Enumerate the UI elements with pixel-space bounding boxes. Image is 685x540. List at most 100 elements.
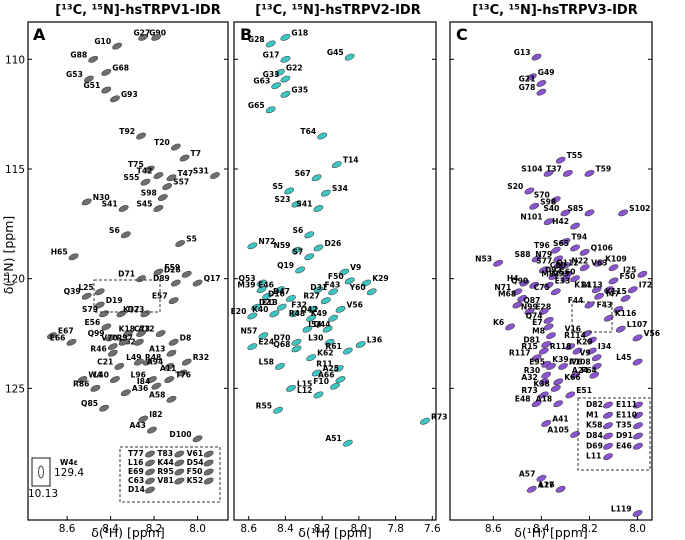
panel-a-peak-label: T7 — [191, 149, 201, 158]
panel-b-peak — [273, 406, 283, 414]
panel-b-peak — [366, 288, 377, 296]
panel-b-peak-label: K49 — [311, 309, 327, 318]
panel-b-peak-label: R73 — [431, 412, 447, 421]
panel-c-peak — [603, 286, 614, 294]
panel-b-peak — [271, 82, 282, 90]
panel-a-peak — [138, 415, 149, 423]
panel-c-peak — [538, 347, 549, 355]
panel-a-peak — [123, 330, 133, 337]
panel-c-peak — [512, 301, 523, 309]
panel-c-peak — [560, 237, 571, 245]
panel-c-peak — [524, 308, 535, 316]
panel-a-xtick-label: 8.4 — [102, 523, 119, 535]
panel-a-peak-label: I82 — [149, 410, 162, 419]
panel-a-peak-label: K18 — [119, 325, 135, 334]
panel-c-peak-label: K14 — [574, 281, 590, 290]
panel-b-peak — [311, 174, 322, 182]
panel-b-peak-label: D31 — [310, 283, 327, 292]
panel-c-zoom-box — [571, 301, 613, 333]
panel-a-peak-label: R97 — [116, 333, 132, 342]
panel-c-peak — [560, 262, 571, 269]
panel-c-inset-peak — [603, 442, 613, 450]
panel-b-xtick-label: 8.2 — [314, 523, 331, 535]
panel-c-peak — [560, 209, 571, 217]
panel-a-peak-label: R86 — [73, 379, 89, 388]
panel-c-peak-label: L119 — [611, 504, 632, 513]
panel-b-peak — [280, 75, 291, 83]
panel-c-peak — [541, 341, 552, 348]
panel-a-peak — [168, 338, 179, 346]
panel-c-peak-label: L107 — [627, 320, 648, 329]
panel-a-peak — [47, 332, 57, 340]
panel-a-peak — [153, 205, 164, 212]
panel-a-peak — [147, 376, 157, 384]
panel-a-peak-label: A43 — [129, 421, 145, 430]
panel-c-inset-peak — [603, 432, 613, 440]
panel-c-peak — [591, 354, 602, 362]
panel-c-inset-box — [577, 397, 651, 471]
panel-b-letter: B — [240, 25, 252, 44]
panel-b-peak — [306, 354, 317, 362]
panel-c-peak-label: A108 — [569, 357, 591, 366]
panel-c-peak — [538, 378, 549, 386]
panel-b-peak — [304, 253, 315, 261]
panel-b-peak — [280, 55, 291, 63]
panel-c-x-axis-label: δ(¹H) [ppm] — [514, 525, 588, 540]
panel-a-peak-label: I84 — [137, 377, 150, 386]
panel-a-peak — [166, 395, 177, 403]
panel-c-peak-label: E7 — [532, 318, 542, 327]
panel-c-peak — [531, 354, 542, 362]
panel-b-peak-label: R27 — [303, 292, 319, 301]
panel-b-peak — [247, 312, 258, 320]
panel-c-peak — [632, 510, 643, 517]
panel-a-peak-label: S6 — [109, 226, 120, 235]
panel-b-peak-label: E24 — [258, 338, 274, 347]
panel-b-peak — [291, 338, 302, 346]
panel-b-peak — [313, 286, 324, 294]
panel-b-peak-label: F32 — [291, 300, 307, 309]
panel-c-inset-peak — [603, 401, 613, 409]
panel-c-peak — [536, 474, 547, 482]
panel-b-peak — [276, 303, 287, 311]
panel-a-inset-peak-label: E69 — [128, 467, 144, 476]
panel-c-peak — [615, 325, 626, 333]
panel-b-peak-label: G22 — [286, 63, 303, 72]
panel-a-peak — [90, 384, 101, 392]
panel-c-peak-label: I47 — [606, 289, 619, 298]
panel-a-peak — [101, 86, 112, 94]
ref-peak-contour — [38, 465, 44, 479]
panel-b-peak-label: Q53 — [239, 274, 256, 283]
panel-a-peak — [136, 330, 146, 337]
panel-c-peak-label: H4 — [507, 274, 519, 283]
panel-a-peak-label: E66 — [50, 333, 66, 342]
panel-c-peak-label: H42 — [552, 217, 569, 226]
panel-c-peak-label: S98 — [540, 197, 556, 206]
panel-a-inset-peak-label: V61 — [187, 449, 203, 458]
panel-c-peak-label: C80 — [550, 261, 566, 270]
panel-c-peak — [565, 391, 576, 399]
panel-b-peak — [328, 314, 339, 322]
panel-c-peak-label: I25 — [623, 265, 636, 274]
panel-a-inset-peak — [145, 450, 155, 458]
panel-c-peak-label: V16 — [565, 325, 581, 334]
panel-c-peak-label: K109 — [605, 254, 627, 263]
panel-a-peak-label: A13 — [149, 344, 165, 353]
panel-a-peak — [94, 288, 105, 296]
panel-c-peak-label: V9 — [580, 349, 591, 358]
panel-b-peak-label: Q19 — [277, 261, 294, 270]
panel-a-title: [¹³C, ¹⁵N]-hsTRPV1-IDR — [55, 3, 220, 18]
panel-c-peak-label: N79 — [535, 250, 552, 259]
panel-b-peak-label: S5 — [272, 182, 283, 191]
panel-c-peak — [584, 209, 595, 217]
panel-a-peak-label: V70 — [101, 333, 117, 342]
panel-c-peak — [493, 259, 504, 267]
panel-c-peak-label: N22 — [571, 257, 588, 266]
panel-b-peak — [311, 369, 322, 377]
panel-a-x-axis-label: δ(¹H) [ppm] — [91, 525, 165, 540]
panel-a-inset-peak-label: D54 — [187, 458, 204, 467]
panel-c-peak — [543, 281, 554, 289]
panel-c-peak-label: L45 — [616, 353, 631, 362]
panel-c-peak-label: K66 — [564, 373, 580, 382]
y-axis-label: δ(¹⁵N) [ppm] — [1, 216, 16, 295]
